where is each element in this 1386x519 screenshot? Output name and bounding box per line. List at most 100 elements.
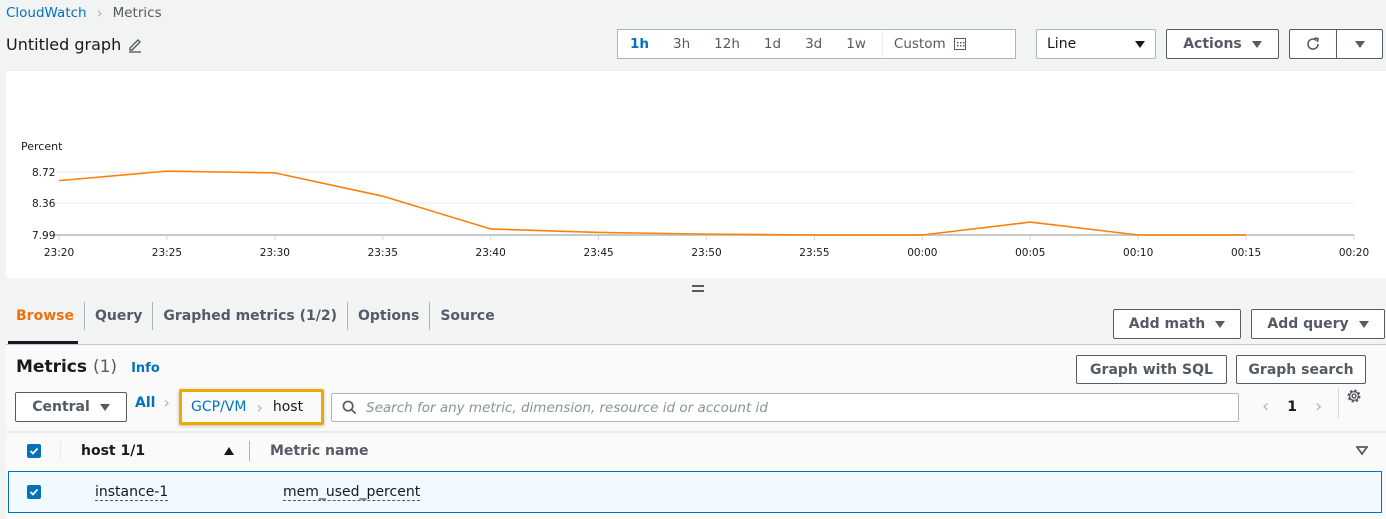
region-value: Central: [32, 399, 90, 415]
x-tick-label: 23:40: [476, 247, 506, 259]
path-dimension: host: [272, 399, 304, 415]
table-header: [6, 431, 1386, 471]
column-divider: [60, 441, 61, 461]
refresh-options-button[interactable]: [1336, 29, 1383, 59]
time-range-1w[interactable]: 1w: [846, 36, 866, 52]
metrics-title: Metrics: [16, 357, 87, 377]
caret-down-icon: [1215, 320, 1226, 328]
tab-options[interactable]: Options: [346, 302, 429, 330]
y-tick-label: 8.36: [32, 198, 56, 210]
x-tick-label: 00:05: [1015, 247, 1045, 259]
tab-graphed-metrics[interactable]: Graphed metrics (1/2): [152, 302, 347, 330]
time-range-selector: 1h 3h 12h 1d 3d 1w Custom: [617, 29, 1016, 59]
current-page[interactable]: 1: [1287, 398, 1297, 415]
breadcrumb-cloudwatch-link[interactable]: CloudWatch: [6, 5, 87, 21]
namespace-path-highlight: GCP/VM › host: [179, 389, 324, 425]
cell-host[interactable]: instance-1: [95, 484, 169, 501]
cell-metric-name[interactable]: mem_used_percent: [283, 484, 421, 501]
caret-down-icon: [1135, 40, 1145, 48]
x-tick-label: 23:25: [152, 247, 182, 259]
pencil-edit-icon[interactable]: [127, 37, 143, 53]
graph-search-label: Graph search: [1248, 361, 1354, 378]
actions-label: Actions: [1183, 36, 1242, 52]
search-icon: [342, 400, 357, 415]
namespace-breadcrumb: All ›: [135, 393, 170, 412]
x-tick-label: 00:20: [1339, 247, 1369, 259]
graph-title: Untitled graph: [6, 35, 143, 54]
metric-search-input[interactable]: [366, 399, 1238, 416]
chart-panel: Percent 7.99 8.36 8.72 23:20 23:25 23:30 23:35 2…: [6, 70, 1386, 278]
filter-caret-icon[interactable]: [1356, 446, 1368, 456]
x-tick-label: 23:35: [368, 247, 398, 259]
caret-down-icon: [1354, 40, 1365, 48]
x-tick-label: 23:30: [260, 247, 290, 259]
tab-source[interactable]: Source: [429, 302, 504, 330]
divider: [1338, 388, 1339, 418]
x-tick-label: 00:10: [1123, 247, 1153, 259]
breadcrumb: CloudWatch › Metrics: [6, 4, 162, 22]
metric-search-box: [331, 393, 1239, 422]
series-line[interactable]: [58, 170, 1247, 236]
refresh-button[interactable]: [1289, 29, 1337, 59]
graph-with-sql-button[interactable]: Graph with SQL: [1076, 355, 1227, 384]
region-select[interactable]: Central: [15, 392, 127, 422]
time-range-3d[interactable]: 3d: [805, 36, 823, 52]
path-namespace-link[interactable]: GCP/VM: [191, 399, 247, 415]
custom-label: Custom: [893, 36, 946, 52]
actions-button[interactable]: Actions: [1166, 29, 1279, 59]
chevron-right-icon: ›: [163, 393, 170, 412]
x-tick-label: 23:45: [583, 247, 613, 259]
gear-settings-icon[interactable]: [1345, 387, 1363, 405]
info-link[interactable]: Info: [131, 361, 160, 376]
x-tick-label: 00:15: [1231, 247, 1261, 259]
graph-title-text: Untitled graph: [6, 35, 122, 54]
tab-browse[interactable]: Browse: [16, 308, 74, 324]
chevron-right-icon: ›: [96, 4, 103, 22]
chart-type-select[interactable]: Line: [1036, 29, 1156, 59]
add-math-label: Add math: [1128, 316, 1206, 332]
active-tab-indicator: [8, 341, 78, 344]
caret-down-icon: [99, 403, 110, 411]
checkmark-icon: [29, 488, 39, 496]
column-header-host[interactable]: host 1/1: [81, 443, 146, 459]
tab-bar: Browse Query Graphed metrics (1/2) Optio…: [6, 297, 505, 335]
row-checkbox[interactable]: [27, 485, 41, 499]
sort-ascending-icon[interactable]: [224, 447, 234, 455]
graph-search-button[interactable]: Graph search: [1236, 355, 1366, 384]
column-header-metric-name[interactable]: Metric name: [270, 443, 369, 459]
time-range-1d[interactable]: 1d: [763, 36, 782, 52]
refresh-icon: [1307, 37, 1319, 50]
chevron-right-icon: ›: [256, 397, 263, 417]
calendar-icon: [953, 38, 966, 50]
add-query-button[interactable]: Add query: [1251, 309, 1385, 339]
next-page-icon[interactable]: ›: [1314, 396, 1323, 417]
x-tick-label: 23:20: [44, 247, 74, 259]
metrics-header: Metrics (1) Info: [16, 357, 160, 377]
time-range-custom[interactable]: Custom: [881, 30, 978, 58]
caret-down-icon: [1251, 40, 1262, 48]
time-range-12h[interactable]: 12h: [714, 36, 740, 52]
x-tick-label: 00:00: [907, 247, 937, 259]
y-tick-label: 7.99: [32, 230, 55, 242]
x-tick-label: 23:50: [691, 247, 721, 259]
pagination: ‹ 1 ›: [1262, 396, 1322, 417]
select-all-checkbox[interactable]: [27, 444, 41, 458]
caret-down-icon: [1358, 320, 1369, 328]
path-all-link[interactable]: All: [135, 394, 156, 411]
time-range-3h[interactable]: 3h: [673, 36, 691, 52]
column-divider: [249, 441, 250, 461]
add-query-label: Add query: [1267, 316, 1349, 332]
chart-type-value: Line: [1047, 36, 1077, 52]
table-row[interactable]: [8, 471, 1382, 513]
resize-handle-icon[interactable]: [692, 285, 704, 292]
add-math-button[interactable]: Add math: [1113, 309, 1241, 339]
breadcrumb-metrics: Metrics: [112, 5, 162, 21]
y-axis-label: Percent: [21, 140, 63, 153]
y-tick-label: 8.72: [32, 167, 55, 179]
tab-query[interactable]: Query: [83, 302, 152, 330]
x-tick-label: 23:55: [799, 247, 829, 259]
checkmark-icon: [29, 447, 39, 455]
time-range-1h[interactable]: 1h: [630, 36, 650, 52]
previous-page-icon[interactable]: ‹: [1262, 396, 1270, 417]
line-chart: Percent 7.99 8.36 8.72 23:20 23:25 23:30 23:35 2…: [21, 140, 1369, 259]
